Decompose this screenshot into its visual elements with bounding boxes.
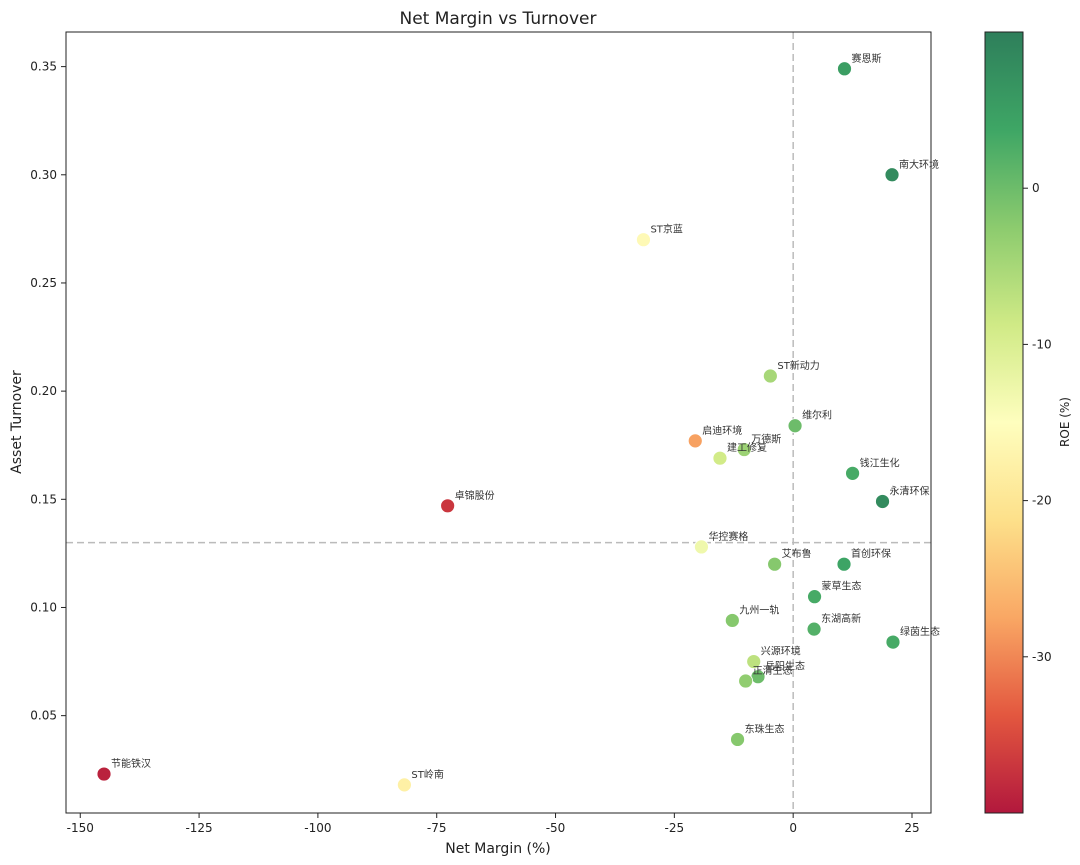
data-point (875, 494, 890, 509)
data-point (807, 589, 822, 605)
y-tick-label: 0.25 (30, 276, 57, 290)
point-label: 绿茵生态 (900, 625, 940, 638)
point-label: 维尔利 (802, 409, 832, 422)
point-label: 正清生态 (753, 664, 793, 677)
colorbar-tick-label: 0 (1032, 181, 1040, 195)
data-point (845, 465, 860, 481)
point-label: 钱江生化 (860, 456, 900, 469)
x-tick-label: -50 (546, 821, 566, 835)
y-tick-label: 0.15 (30, 492, 57, 506)
data-point (746, 654, 762, 669)
point-label: 岳阳生态 (765, 660, 805, 673)
colorbar-label: ROE (%) (1058, 397, 1072, 447)
point-label: 永清环保 (890, 484, 930, 497)
point-label: 赛恩斯 (852, 52, 882, 65)
point-label: 节能铁汉 (111, 757, 151, 770)
chart-title: Net Margin vs Turnover (400, 9, 597, 29)
colorbar-tick-label: -30 (1032, 650, 1052, 664)
data-point (767, 556, 783, 572)
data-point (806, 621, 822, 637)
point-label: 卓锦股份 (455, 489, 495, 502)
colorbar-tick-label: -10 (1032, 337, 1052, 351)
data-point (787, 418, 803, 434)
x-axis-label: Net Margin (%) (445, 841, 551, 857)
data-point (885, 634, 901, 650)
point-label: 东珠生态 (745, 722, 785, 735)
point-label: ST京蓝 (650, 223, 682, 236)
point-label: 九州一轨 (739, 603, 779, 616)
x-tick-label: -150 (67, 821, 94, 835)
point-label: 兴源环境 (761, 645, 801, 658)
colorbar-tick-label: -20 (1032, 494, 1052, 508)
data-point (837, 61, 852, 77)
point-label: ST新动力 (777, 359, 819, 372)
point-label: 建工修复 (727, 441, 767, 454)
data-point (836, 556, 852, 572)
x-tick-label: 0 (789, 821, 797, 835)
plot-area (66, 32, 931, 813)
point-label: 南大环境 (899, 158, 939, 171)
y-axis-label: Asset Turnover (9, 370, 25, 474)
point-label: 首创环保 (851, 547, 891, 560)
y-tick-label: 0.05 (30, 709, 57, 723)
data-point (96, 766, 112, 782)
data-point (712, 450, 728, 466)
y-tick-label: 0.20 (30, 384, 57, 398)
x-tick-label: -100 (304, 821, 331, 835)
data-point (724, 613, 740, 628)
data-point (762, 368, 778, 384)
data-point (396, 777, 412, 793)
point-label: 东湖高新 (821, 612, 861, 625)
data-point (687, 433, 703, 449)
y-tick-label: 0.35 (30, 60, 57, 74)
data-point (440, 498, 456, 514)
point-label: 华控赛格 (708, 530, 748, 543)
data-point (738, 673, 754, 689)
data-point (694, 539, 709, 555)
point-label: 蒙草生态 (822, 580, 862, 593)
point-label: 启迪环境 (702, 424, 742, 437)
data-point (736, 442, 752, 457)
x-tick-label: -75 (427, 821, 447, 835)
y-tick-label: 0.10 (30, 600, 57, 614)
y-tick-label: 0.30 (30, 168, 57, 182)
point-label: 艾布鲁 (782, 547, 812, 560)
data-point (636, 232, 651, 248)
data-point (884, 167, 900, 183)
plot-frame (65, 31, 932, 814)
colorbar (984, 31, 1024, 814)
x-tick-label: -125 (185, 821, 212, 835)
point-label: 万德斯 (751, 433, 781, 446)
x-tick-label: -25 (665, 821, 685, 835)
data-point (730, 732, 745, 747)
x-tick-label: 25 (904, 821, 919, 835)
point-label: ST岭南 (411, 768, 443, 781)
